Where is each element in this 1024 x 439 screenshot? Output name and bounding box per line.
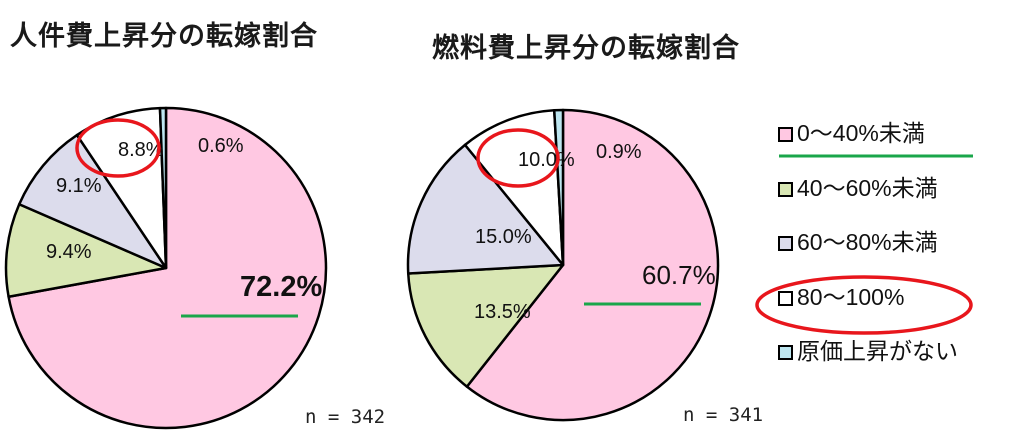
legend-item-60-80: 60～80%未満 [778,227,958,282]
slice-label: 0.9% [596,141,642,163]
pie-slice [4,203,168,298]
legend-swatch-pink [778,127,793,142]
slice-label: 9.4% [46,241,92,263]
legend-swatch-white [778,290,793,306]
slice-label: 9.1% [56,175,102,197]
slice-label: 13.5% [474,301,531,323]
chart-title-labor: 人件費上昇分の転嫁割合 [10,21,318,52]
pie-slice [406,263,565,388]
legend-label: 40～60%未満 [797,174,938,201]
chart-title-fuel: 燃料費上昇分の転嫁割合 [432,33,740,64]
slice-label: 0.6% [198,135,244,157]
pie-slice [17,133,168,270]
legend-item-no-increase: 原価上昇がない [778,336,958,391]
legend-label: 80～100% [797,283,905,310]
highlight-circle-legend [755,275,973,335]
slice-label: 15.0% [475,226,532,248]
legend-swatch-lavender [778,236,793,251]
pie-slice [406,143,565,275]
legend-swatch-lightblue [778,345,793,360]
sample-size-fuel: n = 341 [683,404,764,426]
slice-label: 60.7% [642,260,716,290]
legend-label: 原価上昇がない [797,338,958,364]
pie-slice [7,106,328,430]
highlight-circle-labor [75,118,161,178]
pie-slice [158,106,168,270]
pie-chart-labor: 72.2% 9.4% 9.1% 8.8% 0.6% [4,106,328,430]
legend-swatch-green [778,181,793,197]
slice-label: 72.2% [240,271,322,303]
legend: 0～40%未満 40～60%未満 60～80%未満 80～100% 原価上昇がな… [778,118,958,391]
legend-label: 60～80%未満 [797,229,938,255]
highlight-circle-fuel [476,128,560,188]
legend-item-0-40: 0～40%未満 [778,118,958,173]
pie-slice [75,106,168,270]
legend-item-40-60: 40～60%未満 [778,173,958,228]
sample-size-labor: n = 342 [305,406,386,428]
legend-item-80-100: 80～100% [778,282,958,337]
pie-slice [465,108,720,422]
slice-label: 8.8% [118,139,164,161]
legend-label: 0～40%未満 [797,120,925,146]
pie-chart-fuel: 60.7% 13.5% 15.0% 10.0% 0.9% [406,108,720,422]
slice-label: 10.0% [518,149,575,171]
